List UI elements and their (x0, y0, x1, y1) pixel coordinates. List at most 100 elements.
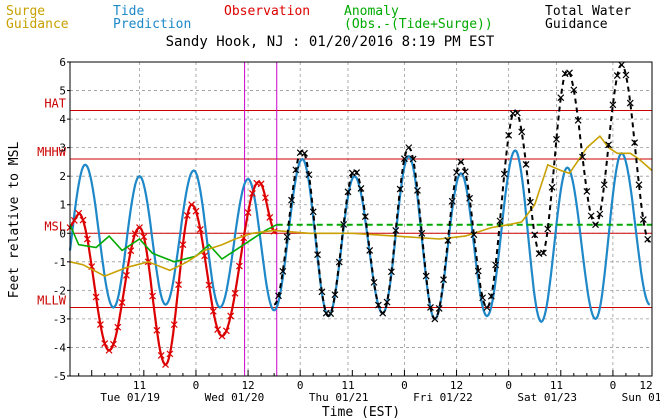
total-water-marker (587, 212, 595, 220)
total-water-marker (401, 155, 408, 163)
x-axis-ticks: 11 0 12 0 11 0 12 0 11 0 12 (78, 370, 653, 392)
x-tick-6: 12 (450, 379, 463, 392)
total-water-marker (392, 226, 400, 234)
total-water-marker (470, 231, 478, 239)
series-layer (66, 61, 653, 369)
total-water-marker (618, 61, 626, 69)
total-water-marker (513, 109, 521, 117)
total-water-marker (440, 276, 447, 284)
total-water-marker (292, 166, 300, 174)
y-tick-3: 3 (59, 142, 66, 155)
date-labels: Tue 01/19 Wed 01/20 Thu 01/21 Fri 01/22 Sat … (100, 391, 660, 404)
total-water-marker (483, 304, 491, 311)
observation-marker (157, 351, 165, 359)
total-water-marker (301, 149, 308, 157)
total-water-marker (626, 99, 634, 107)
observation-marker (248, 190, 256, 197)
total-water-marker (379, 309, 387, 317)
total-water-marker (305, 171, 313, 179)
total-water-marker (644, 235, 652, 243)
series-observation (69, 180, 277, 366)
total-water-marker (492, 261, 500, 269)
observation-marker (170, 321, 178, 329)
series-tide-prediction (68, 149, 651, 324)
total-water-marker (288, 196, 295, 204)
total-water-marker (405, 144, 413, 152)
total-water-marker (557, 94, 565, 102)
legend-entry-4-line2: Guidance (545, 17, 608, 32)
total-water-marker (427, 304, 434, 311)
observation-marker (214, 326, 222, 333)
observation-marker (201, 252, 209, 260)
x-tick-8: 11 (550, 379, 563, 392)
x-tick-5: 0 (401, 379, 408, 392)
total-water-marker (566, 69, 573, 77)
x-tick-9: 0 (610, 379, 617, 392)
total-water-marker (596, 210, 604, 218)
observation-marker (114, 323, 122, 331)
total-water-marker (331, 291, 339, 299)
y-tick--1: -1 (53, 256, 66, 269)
total-water-marker (579, 153, 586, 161)
total-water-marker (600, 181, 608, 189)
total-water-marker (431, 315, 439, 323)
total-water-marker (327, 310, 335, 317)
total-water-marker (422, 272, 430, 280)
total-water-marker (639, 216, 647, 224)
observation-marker (75, 209, 83, 217)
x-tick-4: 11 (341, 379, 354, 392)
total-water-marker (496, 217, 504, 225)
x-tick-1: 0 (193, 379, 200, 392)
total-water-marker (374, 301, 382, 309)
total-water-marker (340, 220, 348, 228)
total-water-marker (544, 225, 552, 233)
total-water-marker (448, 197, 456, 205)
y-tick--4: -4 (53, 341, 67, 354)
total-water-marker (387, 268, 395, 276)
x-tick-10: 12 (639, 379, 652, 392)
y-tick-5: 5 (59, 85, 66, 98)
y-tick-1: 1 (59, 199, 66, 212)
ref-label-mhhw: MHHW (37, 145, 67, 159)
observation-marker (179, 241, 187, 249)
legend-entry-3-line2: (Obs.-(Tide+Surge)) (344, 17, 493, 32)
legend-entry-1-line1: Tide (113, 4, 144, 19)
total-water-marker (357, 184, 365, 192)
observation-marker (262, 194, 269, 202)
total-water-marker (309, 208, 317, 216)
total-water-marker (613, 72, 621, 79)
x-axis-label: Time (EST) (322, 405, 400, 420)
observation-marker (162, 361, 169, 369)
y-tick-0: 0 (59, 227, 66, 240)
y-tick-4: 4 (59, 113, 66, 126)
total-water-marker (622, 71, 630, 79)
total-water-marker (361, 213, 369, 220)
observation-marker (105, 346, 113, 354)
total-water-marker (318, 288, 326, 296)
total-water-marker (418, 229, 426, 237)
total-water-marker (444, 236, 452, 244)
y-axis-ticks: -5 -4 -3 -2 -1 0 1 2 3 4 5 6 (53, 56, 70, 383)
total-water-marker (539, 249, 547, 257)
total-water-marker (275, 292, 282, 300)
total-water-marker (461, 168, 469, 176)
total-water-marker (505, 131, 513, 139)
total-water-marker (518, 128, 526, 136)
ref-label-msl: MSL (44, 219, 66, 233)
chart-title: Sandy Hook, NJ : 01/20/2016 8:19 PM EST (166, 34, 495, 50)
y-tick--5: -5 (53, 370, 66, 383)
total-water-marker (487, 292, 495, 300)
date-label-5: Sun 01/ (622, 391, 660, 404)
reference-lines: HAT MHHW MSL MLLW (37, 97, 652, 308)
observation-marker (227, 312, 235, 320)
total-water-marker (466, 194, 474, 202)
total-water-marker (605, 141, 612, 149)
x-tick-0: 11 (133, 379, 146, 392)
total-water-marker (335, 258, 343, 266)
observation-marker (270, 227, 278, 235)
y-axis-label: Feet relative to MSL (7, 142, 22, 299)
observation-marker (231, 289, 239, 297)
observation-marker (110, 340, 117, 348)
total-water-marker (531, 231, 539, 239)
